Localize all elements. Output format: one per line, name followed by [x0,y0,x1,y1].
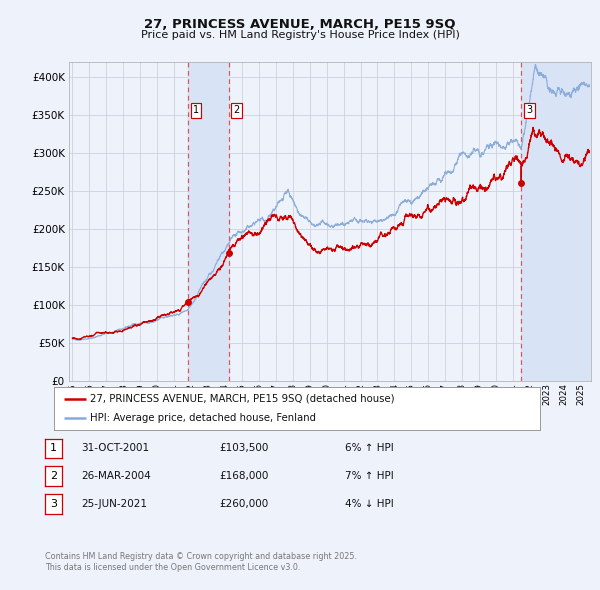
Text: 4% ↓ HPI: 4% ↓ HPI [345,499,394,509]
Text: £260,000: £260,000 [219,499,268,509]
Text: £168,000: £168,000 [219,471,268,481]
Text: 1: 1 [193,106,199,116]
Text: 25-JUN-2021: 25-JUN-2021 [81,499,147,509]
Text: £103,500: £103,500 [219,444,268,453]
Bar [521,62,598,381]
Text: Price paid vs. HM Land Registry's House Price Index (HPI): Price paid vs. HM Land Registry's House … [140,30,460,40]
Text: 3: 3 [526,106,532,116]
Text: 26-MAR-2004: 26-MAR-2004 [81,471,151,481]
Text: 1: 1 [50,444,57,453]
Bar [188,62,229,381]
Text: 2: 2 [233,106,240,116]
Text: Contains HM Land Registry data © Crown copyright and database right 2025.: Contains HM Land Registry data © Crown c… [45,552,357,560]
Text: HPI: Average price, detached house, Fenland: HPI: Average price, detached house, Fenl… [91,413,316,423]
Text: 3: 3 [50,499,57,509]
Text: 6% ↑ HPI: 6% ↑ HPI [345,444,394,453]
Text: 7% ↑ HPI: 7% ↑ HPI [345,471,394,481]
Text: 2: 2 [50,471,57,481]
Text: 27, PRINCESS AVENUE, MARCH, PE15 9SQ: 27, PRINCESS AVENUE, MARCH, PE15 9SQ [144,18,456,31]
Text: 27, PRINCESS AVENUE, MARCH, PE15 9SQ (detached house): 27, PRINCESS AVENUE, MARCH, PE15 9SQ (de… [91,394,395,404]
Text: This data is licensed under the Open Government Licence v3.0.: This data is licensed under the Open Gov… [45,563,301,572]
Text: 31-OCT-2001: 31-OCT-2001 [81,444,149,453]
